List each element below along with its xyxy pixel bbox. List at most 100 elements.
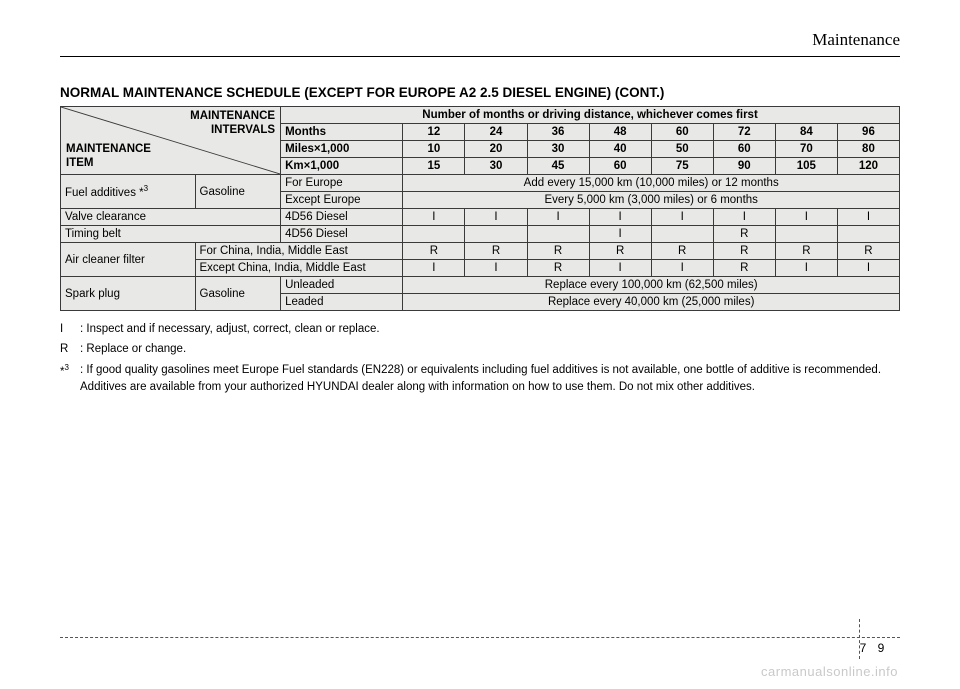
span-text: Add every 15,000 km (10,000 miles) or 12… bbox=[403, 175, 900, 192]
cell: I bbox=[403, 209, 465, 226]
item-label: Fuel additives *3 bbox=[61, 175, 196, 209]
cell: R bbox=[713, 226, 775, 243]
span-text: Replace every 40,000 km (25,000 miles) bbox=[403, 294, 900, 311]
item-sublabel2: Except China, India, Middle East bbox=[195, 260, 403, 277]
legend-key: I bbox=[60, 321, 80, 338]
cell: I bbox=[713, 209, 775, 226]
item-label: Valve clearance bbox=[61, 209, 281, 226]
table-row: Fuel additives *3 Gasoline For Europe Ad… bbox=[61, 175, 900, 192]
table-row: Spark plug Gasoline Unleaded Replace eve… bbox=[61, 277, 900, 294]
cell: I bbox=[775, 260, 837, 277]
interval-val: 20 bbox=[465, 141, 527, 158]
page-title: NORMAL MAINTENANCE SCHEDULE (EXCEPT FOR … bbox=[60, 85, 900, 100]
cell: I bbox=[465, 209, 527, 226]
cell: R bbox=[403, 243, 465, 260]
page-num: 9 bbox=[872, 641, 890, 655]
diag-bottom-label: MAINTENANCEITEM bbox=[66, 143, 151, 171]
interval-val: 105 bbox=[775, 158, 837, 175]
header-span: Number of months or driving distance, wh… bbox=[281, 107, 900, 124]
interval-val: 50 bbox=[651, 141, 713, 158]
interval-val: 90 bbox=[713, 158, 775, 175]
interval-val: 120 bbox=[837, 158, 899, 175]
cell bbox=[651, 226, 713, 243]
interval-val: 36 bbox=[527, 124, 589, 141]
interval-val: 10 bbox=[403, 141, 465, 158]
diagonal-header: MAINTENANCEINTERVALS MAINTENANCEITEM bbox=[61, 107, 281, 175]
cell bbox=[775, 226, 837, 243]
cell: R bbox=[713, 243, 775, 260]
cell: R bbox=[651, 243, 713, 260]
interval-val: 45 bbox=[527, 158, 589, 175]
interval-val: 75 bbox=[651, 158, 713, 175]
watermark: carmanualsonline.info bbox=[761, 664, 898, 679]
cell: I bbox=[465, 260, 527, 277]
item-sublabel: Gasoline bbox=[195, 175, 281, 209]
item-sublabel: Gasoline bbox=[195, 277, 281, 311]
interval-label: Km×1,000 bbox=[281, 158, 403, 175]
cell: I bbox=[651, 260, 713, 277]
section-header: Maintenance bbox=[60, 30, 900, 57]
item-sublabel2: 4D56 Diesel bbox=[281, 226, 403, 243]
interval-label: Months bbox=[281, 124, 403, 141]
cell: R bbox=[527, 243, 589, 260]
legend-text: : Replace or change. bbox=[80, 341, 900, 358]
item-sublabel2: Leaded bbox=[281, 294, 403, 311]
cell bbox=[527, 226, 589, 243]
cell: R bbox=[465, 243, 527, 260]
interval-val: 48 bbox=[589, 124, 651, 141]
interval-val: 72 bbox=[713, 124, 775, 141]
cell: R bbox=[775, 243, 837, 260]
item-sublabel2: Except Europe bbox=[281, 192, 403, 209]
interval-val: 60 bbox=[651, 124, 713, 141]
interval-val: 24 bbox=[465, 124, 527, 141]
cell bbox=[837, 226, 899, 243]
cell bbox=[465, 226, 527, 243]
interval-val: 60 bbox=[589, 158, 651, 175]
cell: I bbox=[775, 209, 837, 226]
interval-val: 60 bbox=[713, 141, 775, 158]
legend-text: : If good quality gasolines meet Europe … bbox=[80, 362, 900, 397]
item-sublabel2: 4D56 Diesel bbox=[281, 209, 403, 226]
table-row: Air cleaner filter For China, India, Mid… bbox=[61, 243, 900, 260]
item-sublabel2: Unleaded bbox=[281, 277, 403, 294]
maintenance-table: MAINTENANCEINTERVALS MAINTENANCEITEM Num… bbox=[60, 106, 900, 311]
table-row: Valve clearance 4D56 Diesel I I I I I I … bbox=[61, 209, 900, 226]
legend-row-r: R : Replace or change. bbox=[60, 341, 900, 358]
interval-val: 40 bbox=[589, 141, 651, 158]
interval-val: 30 bbox=[527, 141, 589, 158]
interval-val: 80 bbox=[837, 141, 899, 158]
span-text: Replace every 100,000 km (62,500 miles) bbox=[403, 277, 900, 294]
legend-key: *3 bbox=[60, 362, 80, 397]
cell: R bbox=[589, 243, 651, 260]
item-label: Timing belt bbox=[61, 226, 281, 243]
span-text: Every 5,000 km (3,000 miles) or 6 months bbox=[403, 192, 900, 209]
cell: I bbox=[589, 260, 651, 277]
legend-key: R bbox=[60, 341, 80, 358]
item-label: Air cleaner filter bbox=[61, 243, 196, 277]
legend-text: : Inspect and if necessary, adjust, corr… bbox=[80, 321, 900, 338]
cell: I bbox=[837, 209, 899, 226]
item-sublabel2: For China, India, Middle East bbox=[195, 243, 403, 260]
interval-val: 96 bbox=[837, 124, 899, 141]
cell bbox=[403, 226, 465, 243]
cell: I bbox=[403, 260, 465, 277]
cell: R bbox=[527, 260, 589, 277]
footer-divider bbox=[60, 637, 900, 639]
legend-notes: I : Inspect and if necessary, adjust, co… bbox=[60, 321, 900, 396]
cell: R bbox=[713, 260, 775, 277]
interval-val: 70 bbox=[775, 141, 837, 158]
page-number: 79 bbox=[854, 641, 890, 655]
cell: I bbox=[651, 209, 713, 226]
diag-top-label: MAINTENANCEINTERVALS bbox=[190, 110, 275, 138]
item-label: Spark plug bbox=[61, 277, 196, 311]
table-row: Timing belt 4D56 Diesel I R bbox=[61, 226, 900, 243]
cell: I bbox=[527, 209, 589, 226]
interval-label: Miles×1,000 bbox=[281, 141, 403, 158]
interval-val: 84 bbox=[775, 124, 837, 141]
legend-row-i: I : Inspect and if necessary, adjust, co… bbox=[60, 321, 900, 338]
interval-val: 15 bbox=[403, 158, 465, 175]
cell: R bbox=[837, 243, 899, 260]
cell: I bbox=[837, 260, 899, 277]
legend-row-star: *3 : If good quality gasolines meet Euro… bbox=[60, 362, 900, 397]
table-header-row: MAINTENANCEINTERVALS MAINTENANCEITEM Num… bbox=[61, 107, 900, 124]
